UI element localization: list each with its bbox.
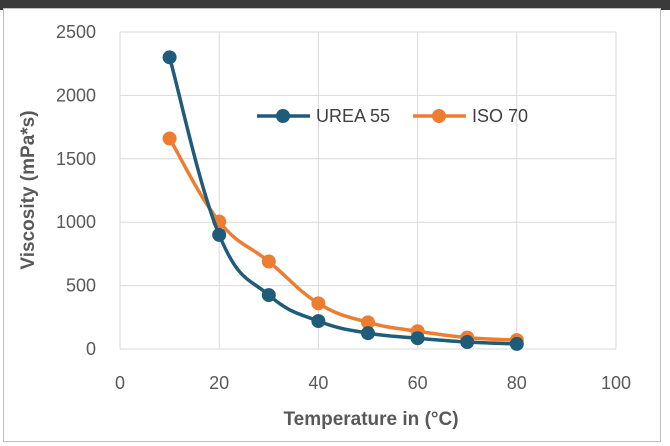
y-tick-label: 2000 <box>56 85 96 105</box>
window-top-bar <box>0 0 670 10</box>
y-tick-label: 500 <box>66 276 96 296</box>
chart-frame <box>3 8 661 442</box>
data-point-urea-55 <box>311 314 326 329</box>
data-point-iso-70 <box>162 131 177 146</box>
x-tick-label: 60 <box>408 373 428 393</box>
y-axis-title: Viscosity (mPa*s) <box>18 110 39 269</box>
x-tick-label: 80 <box>507 373 527 393</box>
data-point-urea-55 <box>162 50 177 65</box>
x-tick-label: 0 <box>115 373 125 393</box>
y-tick-label: 0 <box>86 339 96 359</box>
data-point-urea-55 <box>509 336 524 351</box>
series-layer <box>162 50 524 351</box>
x-axis-title: Temperature in (°C) <box>283 409 458 430</box>
data-point-iso-70 <box>361 315 375 330</box>
grid-layer <box>119 31 617 350</box>
legend-urea-label: UREA 55 <box>316 106 390 126</box>
y-tick-label: 1500 <box>56 149 96 169</box>
legend-iso-label: ISO 70 <box>472 106 528 126</box>
x-tick-label: 100 <box>601 373 631 393</box>
data-point-urea-55 <box>261 288 276 303</box>
data-point-urea-55 <box>361 326 375 341</box>
data-point-iso-70 <box>311 296 326 311</box>
y-tick-label: 2500 <box>56 22 96 42</box>
legend: UREA 55 ISO 70 <box>257 106 528 126</box>
data-point-iso-70 <box>261 254 276 269</box>
legend-iso-marker <box>432 109 446 123</box>
series-line-urea-55 <box>167 56 517 346</box>
y-tick-label: 1000 <box>56 212 96 232</box>
data-point-urea-55 <box>460 335 475 350</box>
tick-layer: 0 500 1000 1500 2000 2500 0 20 40 60 80 100 <box>56 22 631 393</box>
data-point-urea-55 <box>410 331 425 346</box>
legend-urea-marker <box>276 109 290 123</box>
x-tick-label: 20 <box>209 373 229 393</box>
x-tick-label: 40 <box>308 373 328 393</box>
data-point-urea-55 <box>212 227 227 242</box>
